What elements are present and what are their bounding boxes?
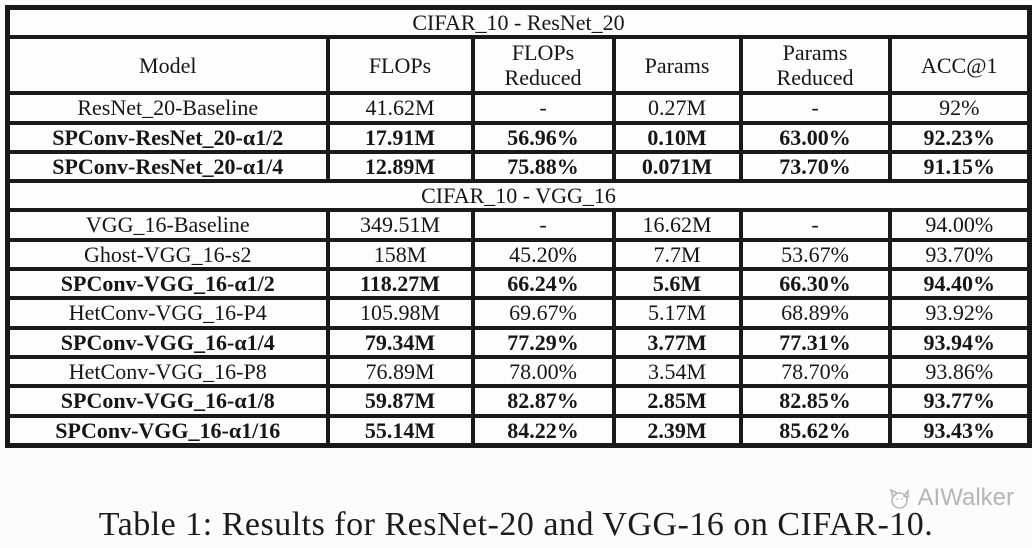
- cell-params-reduced: -: [738, 91, 892, 125]
- cell-model: Ghost-VGG_16-s2: [5, 237, 330, 272]
- cell-params: 2.39M: [611, 413, 743, 448]
- table-row: SPConv-VGG_16-α1/2 118.27M 66.24% 5.6M 6…: [5, 267, 1032, 301]
- cell-params-reduced: 73.70%: [738, 149, 892, 184]
- cell-params-reduced: 53.67%: [738, 237, 892, 272]
- cell-flops-reduced: -: [470, 91, 616, 125]
- cell-model: SPConv-ResNet_20-α1/2: [5, 120, 330, 154]
- table-row: SPConv-VGG_16-α1/8 59.87M 82.87% 2.85M 8…: [5, 384, 1032, 418]
- cell-params-reduced: 66.30%: [738, 267, 892, 301]
- cell-model: HetConv-VGG_16-P8: [5, 354, 330, 389]
- cell-flops: 349.51M: [325, 208, 475, 242]
- column-header-row: Model FLOPs FLOPs Reduced Params Params …: [5, 35, 1032, 96]
- cell-flops-reduced: 66.24%: [470, 267, 616, 301]
- cell-acc1: 93.77%: [887, 384, 1032, 418]
- cell-params-reduced: 78.70%: [738, 354, 892, 389]
- cell-acc1: 92.23%: [887, 120, 1032, 154]
- cell-params: 3.54M: [611, 354, 743, 389]
- cell-model: SPConv-VGG_16-α1/4: [5, 325, 330, 359]
- column-header-params-reduced: Params Reduced: [738, 35, 892, 96]
- table-row: SPConv-VGG_16-α1/16 55.14M 84.22% 2.39M …: [5, 413, 1032, 448]
- results-table: CIFAR_10 - ResNet_20 Model FLOPs FLOPs R…: [5, 5, 1032, 448]
- cell-flops-reduced: 69.67%: [470, 296, 616, 330]
- cell-acc1: 92%: [887, 91, 1032, 125]
- cell-acc1: 94.00%: [887, 208, 1032, 242]
- cell-params-reduced: 77.31%: [738, 325, 892, 359]
- cell-params: 2.85M: [611, 384, 743, 418]
- cell-params-reduced: 68.89%: [738, 296, 892, 330]
- watermark-text: AIWalker: [917, 484, 1014, 511]
- cell-flops: 105.98M: [325, 296, 475, 330]
- cell-flops-reduced: 56.96%: [470, 120, 616, 154]
- cell-acc1: 91.15%: [887, 149, 1032, 184]
- cell-acc1: 93.86%: [887, 354, 1032, 389]
- cell-params-reduced: 85.62%: [738, 413, 892, 448]
- cell-params: 16.62M: [611, 208, 743, 242]
- cell-model: VGG_16-Baseline: [5, 208, 330, 242]
- cell-model: HetConv-VGG_16-P4: [5, 296, 330, 330]
- cell-flops: 118.27M: [325, 267, 475, 301]
- table-row: SPConv-ResNet_20-α1/2 17.91M 56.96% 0.10…: [5, 120, 1032, 154]
- cell-model: SPConv-ResNet_20-α1/4: [5, 149, 330, 184]
- cell-flops-reduced: 75.88%: [470, 149, 616, 184]
- cell-params-reduced: 63.00%: [738, 120, 892, 154]
- column-header-flops-reduced: FLOPs Reduced: [470, 35, 616, 96]
- column-header-model: Model: [5, 35, 330, 96]
- cell-params: 7.7M: [611, 237, 743, 272]
- table-row: SPConv-ResNet_20-α1/4 12.89M 75.88% 0.07…: [5, 149, 1032, 184]
- cell-flops-reduced: 84.22%: [470, 413, 616, 448]
- column-header-params: Params: [611, 35, 743, 96]
- section-header-resnet20: CIFAR_10 - ResNet_20: [5, 5, 1032, 40]
- column-header-acc1: ACC@1: [887, 35, 1032, 96]
- cell-flops: 41.62M: [325, 91, 475, 125]
- section-header-row: CIFAR_10 - VGG_16: [5, 179, 1032, 213]
- column-header-flops: FLOPs: [325, 35, 475, 96]
- cell-flops: 17.91M: [325, 120, 475, 154]
- cell-params: 0.071M: [611, 149, 743, 184]
- table-row: ResNet_20-Baseline 41.62M - 0.27M - 92%: [5, 91, 1032, 125]
- cell-params: 3.77M: [611, 325, 743, 359]
- cell-flops: 158M: [325, 237, 475, 272]
- cell-flops-reduced: 82.87%: [470, 384, 616, 418]
- cell-acc1: 93.94%: [887, 325, 1032, 359]
- table-row: SPConv-VGG_16-α1/4 79.34M 77.29% 3.77M 7…: [5, 325, 1032, 359]
- cell-flops-reduced: -: [470, 208, 616, 242]
- cell-flops: 12.89M: [325, 149, 475, 184]
- cell-model: SPConv-VGG_16-α1/16: [5, 413, 330, 448]
- cell-flops: 55.14M: [325, 413, 475, 448]
- cell-flops: 79.34M: [325, 325, 475, 359]
- table-row: Ghost-VGG_16-s2 158M 45.20% 7.7M 53.67% …: [5, 237, 1032, 272]
- cell-model: SPConv-VGG_16-α1/2: [5, 267, 330, 301]
- cell-flops-reduced: 45.20%: [470, 237, 616, 272]
- table-row: HetConv-VGG_16-P4 105.98M 69.67% 5.17M 6…: [5, 296, 1032, 330]
- cell-acc1: 93.43%: [887, 413, 1032, 448]
- cell-params: 5.17M: [611, 296, 743, 330]
- cell-flops-reduced: 78.00%: [470, 354, 616, 389]
- cell-acc1: 93.92%: [887, 296, 1032, 330]
- cell-params-reduced: 82.85%: [738, 384, 892, 418]
- table-row: VGG_16-Baseline 349.51M - 16.62M - 94.00…: [5, 208, 1032, 242]
- cell-flops: 76.89M: [325, 354, 475, 389]
- table-caption: Table 1: Results for ResNet-20 and VGG-1…: [98, 506, 934, 543]
- section-header-row: CIFAR_10 - ResNet_20: [5, 5, 1032, 40]
- watermark: AIWalker: [887, 484, 1014, 512]
- cell-params: 0.27M: [611, 91, 743, 125]
- cell-flops: 59.87M: [325, 384, 475, 418]
- cell-model: SPConv-VGG_16-α1/8: [5, 384, 330, 418]
- cell-model: ResNet_20-Baseline: [5, 91, 330, 125]
- cell-params: 0.10M: [611, 120, 743, 154]
- cell-acc1: 93.70%: [887, 237, 1032, 272]
- section-header-vgg16: CIFAR_10 - VGG_16: [5, 179, 1032, 213]
- cell-acc1: 94.40%: [887, 267, 1032, 301]
- cell-flops-reduced: 77.29%: [470, 325, 616, 359]
- cell-params: 5.6M: [611, 267, 743, 301]
- cell-params-reduced: -: [738, 208, 892, 242]
- table-row: HetConv-VGG_16-P8 76.89M 78.00% 3.54M 78…: [5, 354, 1032, 389]
- aiwalker-logo-icon: [887, 485, 913, 511]
